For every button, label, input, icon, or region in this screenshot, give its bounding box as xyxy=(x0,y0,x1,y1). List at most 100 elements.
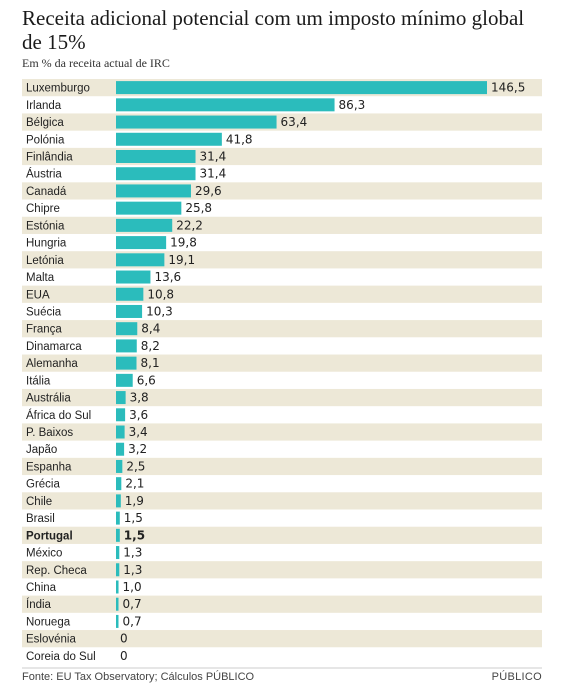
row-stripe-australia xyxy=(22,388,542,407)
value-label-luxemburgo: 146,5 xyxy=(491,81,525,95)
value-label-brasil: 1,5 xyxy=(124,511,143,525)
category-label-rep-checa: Rep. Checa xyxy=(26,565,87,577)
value-label-letonia: 19,1 xyxy=(168,253,195,267)
row-stripe-espanha xyxy=(22,457,542,476)
bar-finlandia xyxy=(116,149,196,163)
category-label-chipre: Chipre xyxy=(26,203,60,215)
bar-india xyxy=(116,597,119,611)
bar-dinamarca xyxy=(116,339,137,353)
category-label-india: Índia xyxy=(26,598,52,611)
value-label-china: 1,0 xyxy=(123,580,142,594)
category-label-australia: Austrália xyxy=(26,393,71,405)
category-label-franca: França xyxy=(26,324,62,336)
bar-polonia xyxy=(116,132,222,146)
category-label-chile: Chile xyxy=(26,496,52,508)
value-label-p-baixos: 3,4 xyxy=(129,425,148,439)
bar-mexico xyxy=(116,546,120,560)
value-label-suecia: 10,3 xyxy=(146,304,173,318)
bar-grecia xyxy=(116,477,122,491)
bar-chipre xyxy=(116,201,182,215)
value-label-irlanda: 86,3 xyxy=(339,98,366,112)
category-label-alemanha: Alemanha xyxy=(26,358,78,370)
category-label-espanha: Espanha xyxy=(26,461,72,473)
bar-belgica xyxy=(116,115,277,129)
value-label-espanha: 2,5 xyxy=(126,459,145,473)
value-label-franca: 8,4 xyxy=(141,322,160,336)
category-label-finlandia: Finlândia xyxy=(26,151,73,163)
row-stripe-estonia xyxy=(22,216,542,234)
bar-suecia xyxy=(116,304,143,318)
bar-portugal xyxy=(116,528,120,542)
category-label-suecia: Suécia xyxy=(26,306,62,318)
bar-hungria xyxy=(116,236,167,250)
bar-eua xyxy=(116,287,144,301)
value-label-mexico: 1,3 xyxy=(123,546,142,560)
category-label-brasil: Brasil xyxy=(26,513,55,525)
category-label-noruega: Noruega xyxy=(26,616,71,628)
bar-japao xyxy=(116,442,125,456)
row-stripe-alemanha xyxy=(22,354,542,372)
bar-p-baixos xyxy=(116,425,125,439)
value-label-polonia: 41,8 xyxy=(226,132,253,146)
category-label-polonia: Polónia xyxy=(26,134,65,146)
category-label-malta: Malta xyxy=(26,272,55,284)
value-label-alemanha: 8,1 xyxy=(141,356,160,370)
bar-canada xyxy=(116,184,191,198)
bar-austria xyxy=(116,167,196,181)
value-label-noruega: 0,7 xyxy=(123,614,142,628)
category-label-eua: EUA xyxy=(26,289,50,301)
category-label-estonia: Estónia xyxy=(26,220,65,232)
value-label-eslovenia: 0 xyxy=(120,632,128,646)
value-label-finlandia: 31,4 xyxy=(200,149,227,163)
value-label-belgica: 63,4 xyxy=(281,115,308,129)
brand-label: PÚBLICO xyxy=(491,671,542,683)
value-label-canada: 29,6 xyxy=(195,184,222,198)
bar-australia xyxy=(116,391,126,405)
value-label-grecia: 2,1 xyxy=(125,477,144,491)
bar-noruega xyxy=(116,614,119,628)
category-label-hungria: Hungria xyxy=(26,238,67,250)
category-label-portugal: Portugal xyxy=(26,530,73,542)
value-label-austria: 31,4 xyxy=(200,167,227,181)
category-label-luxemburgo: Luxemburgo xyxy=(26,83,90,95)
source-note: Fonte: EU Tax Observatory; Cálculos PÚBL… xyxy=(22,671,255,683)
value-label-chile: 1,9 xyxy=(125,494,144,508)
bar-estonia xyxy=(116,218,173,232)
row-stripe-p-baixos xyxy=(22,423,542,441)
row-stripe-letonia xyxy=(22,251,542,269)
category-label-belgica: Bélgica xyxy=(26,117,64,129)
category-label-irlanda: Irlanda xyxy=(26,100,62,112)
bar-brasil xyxy=(116,511,120,525)
row-stripe-franca xyxy=(22,320,542,338)
category-label-grecia: Grécia xyxy=(26,479,60,491)
category-label-canada: Canadá xyxy=(26,186,67,198)
row-stripe-eua xyxy=(22,285,542,303)
row-stripe-portugal xyxy=(22,526,542,544)
row-stripe-india xyxy=(22,595,542,613)
category-label-japao: Japão xyxy=(26,444,57,456)
value-label-malta: 13,6 xyxy=(154,270,181,284)
bar-franca xyxy=(116,322,138,336)
value-label-rep-checa: 1,3 xyxy=(123,563,142,577)
value-label-hungria: 19,8 xyxy=(170,236,197,250)
bar-letonia xyxy=(116,253,165,267)
row-stripe-canada xyxy=(22,182,542,200)
bar-alemanha xyxy=(116,356,137,370)
row-stripe-chile xyxy=(22,492,542,510)
value-label-coreia-do-sul: 0 xyxy=(120,649,128,663)
category-label-coreia-do-sul: Coreia do Sul xyxy=(26,651,96,663)
bar-africa-do-sul xyxy=(116,408,126,422)
row-stripe-eslovenia xyxy=(22,630,542,648)
value-label-india: 0,7 xyxy=(123,597,142,611)
row-stripe-finlandia xyxy=(22,147,542,166)
value-label-australia: 3,8 xyxy=(130,391,149,405)
category-label-africa-do-sul: África do Sul xyxy=(26,409,91,422)
category-label-mexico: México xyxy=(26,548,62,560)
chart-subtitle: Em % da receita actual de IRC xyxy=(22,56,170,70)
bar-espanha xyxy=(116,459,123,473)
value-label-eua: 10,8 xyxy=(147,287,174,301)
bar-irlanda xyxy=(116,98,335,112)
bar-malta xyxy=(116,270,151,284)
value-label-africa-do-sul: 3,6 xyxy=(129,408,148,422)
